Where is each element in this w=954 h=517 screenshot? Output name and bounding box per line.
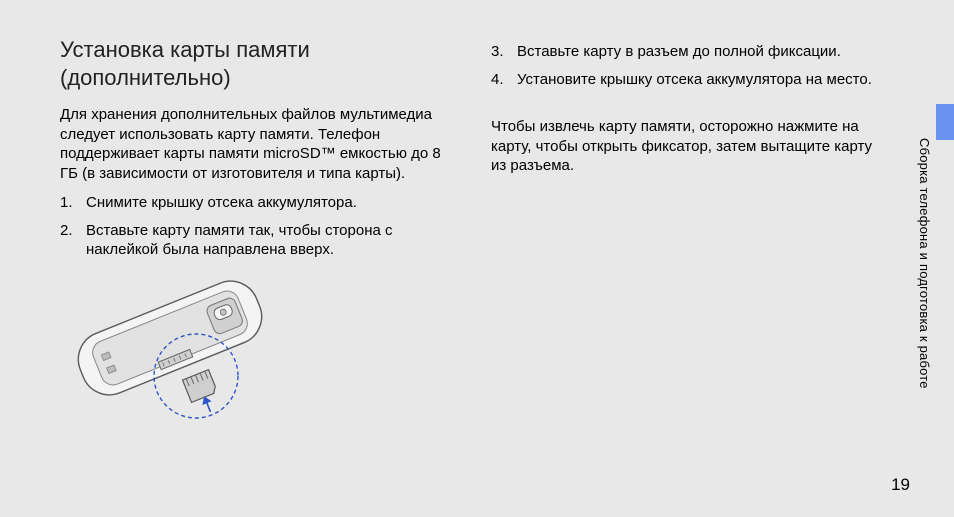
section-tab-marker <box>936 104 954 140</box>
step-item: 4. Установите крышку отсека аккумулятора… <box>491 70 886 90</box>
steps-left: 1. Снимите крышку отсека аккумулятора. 2… <box>60 193 455 260</box>
phone-sdcard-illustration <box>60 268 310 428</box>
section-side-label: Сборка телефона и подготовка к работе <box>912 138 932 458</box>
page-number: 19 <box>891 475 910 495</box>
manual-page: Установка карты памяти (дополнительно) Д… <box>0 0 954 517</box>
step-number: 4. <box>491 70 504 90</box>
right-column: 3. Вставьте карту в разъем до полной фик… <box>491 36 886 428</box>
steps-right: 3. Вставьте карту в разъем до полной фик… <box>491 42 886 89</box>
intro-paragraph: Для хранения дополнительных файлов мульт… <box>60 105 455 183</box>
step-number: 1. <box>60 193 73 213</box>
step-text: Снимите крышку отсека аккумулятора. <box>86 194 357 211</box>
step-text: Установите крышку отсека аккумулятора на… <box>517 71 872 88</box>
step-item: 2. Вставьте карту памяти так, чтобы стор… <box>60 221 455 260</box>
left-column: Установка карты памяти (дополнительно) Д… <box>60 36 455 428</box>
step-item: 3. Вставьте карту в разъем до полной фик… <box>491 42 886 62</box>
step-text: Вставьте карту в разъем до полной фиксац… <box>517 43 841 60</box>
section-title: Установка карты памяти (дополнительно) <box>60 36 455 91</box>
step-item: 1. Снимите крышку отсека аккумулятора. <box>60 193 455 213</box>
step-number: 3. <box>491 42 504 62</box>
outro-paragraph: Чтобы извлечь карту памяти, осторожно на… <box>491 117 886 176</box>
step-number: 2. <box>60 221 73 241</box>
illustration-svg <box>60 268 310 428</box>
step-text: Вставьте карту памяти так, чтобы сторона… <box>86 222 393 259</box>
content-columns: Установка карты памяти (дополнительно) Д… <box>60 36 894 428</box>
